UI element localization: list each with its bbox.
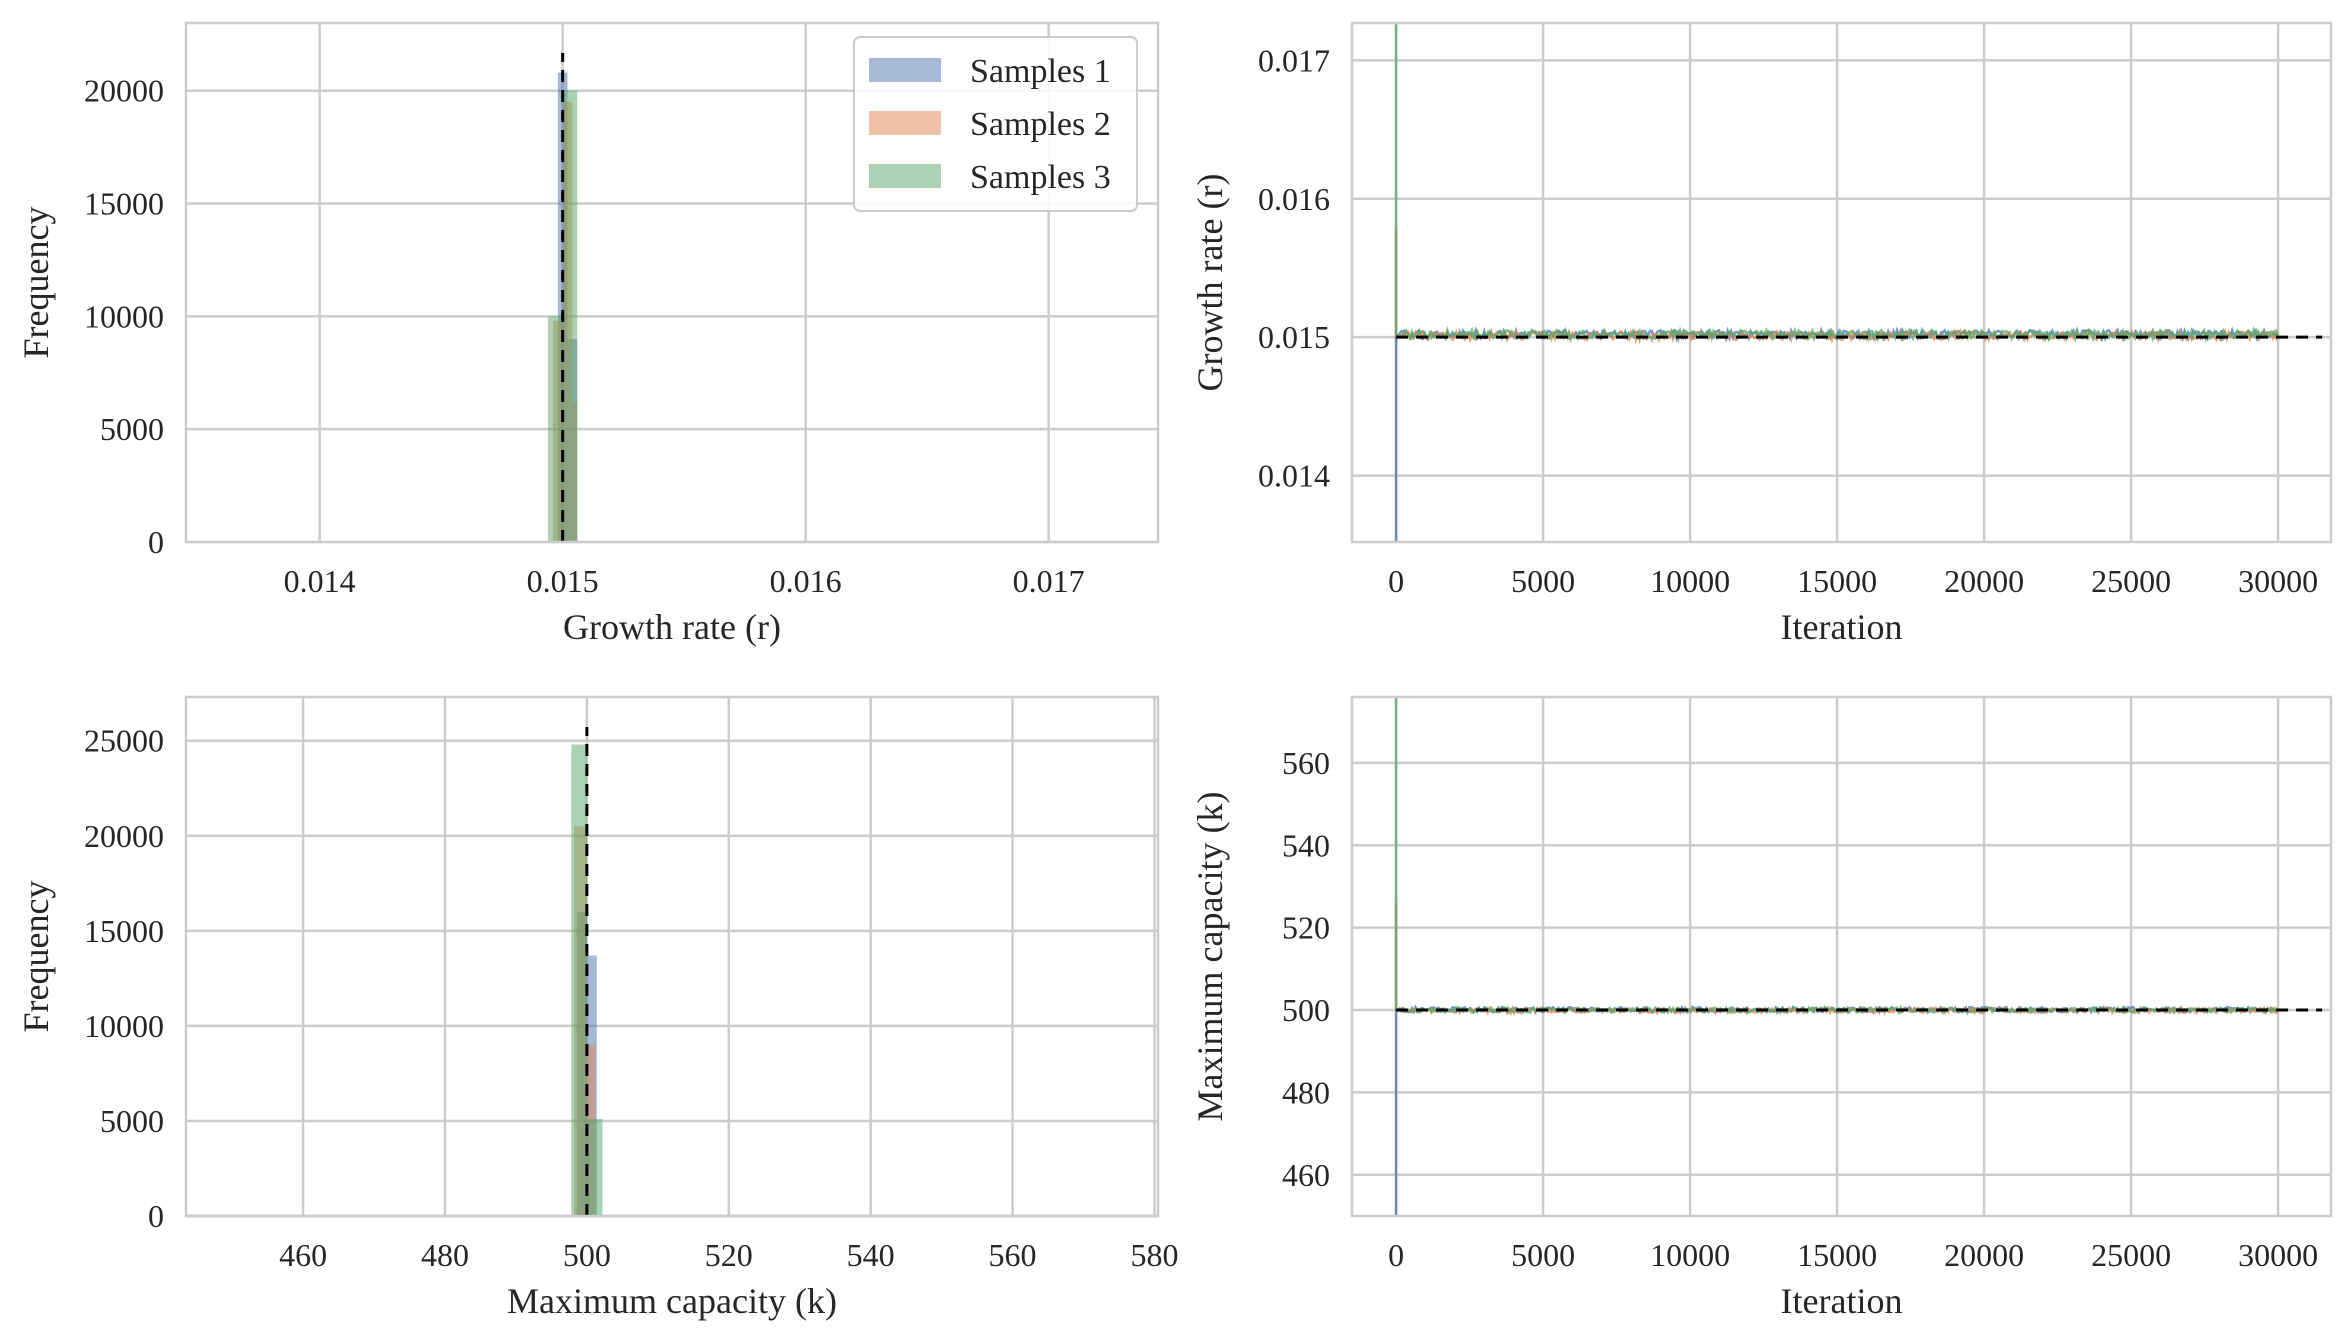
y-tick-label: 0.017 bbox=[1258, 42, 1330, 78]
y-tick-label: 500 bbox=[1282, 992, 1330, 1028]
axes-frame bbox=[184, 21, 1160, 544]
y-axis-label: Frequency bbox=[16, 881, 56, 1033]
x-tick-label: 5000 bbox=[1511, 563, 1575, 599]
y-tick-label: 460 bbox=[1282, 1157, 1330, 1193]
x-tick-label: 0 bbox=[1388, 563, 1404, 599]
panel-growth-rate-histogram: 0.014 0.015 0.016 0.017 0 5000 10000 15000 20000… bbox=[16, 21, 1160, 647]
x-tick-label: 540 bbox=[847, 1237, 895, 1273]
x-tick-label: 0.017 bbox=[1013, 563, 1085, 599]
y-tick-label: 0.015 bbox=[1258, 319, 1330, 355]
x-tick-label: 15000 bbox=[1797, 563, 1877, 599]
y-tick-label: 480 bbox=[1282, 1074, 1330, 1110]
y-tick-label: 15000 bbox=[84, 913, 164, 949]
y-tick-label: 5000 bbox=[100, 411, 164, 447]
hist-bar-samples-3 bbox=[548, 316, 563, 542]
x-tick-label: 25000 bbox=[2091, 1237, 2171, 1273]
hist-bar-samples-3 bbox=[571, 744, 587, 1216]
y-tick-label: 540 bbox=[1282, 827, 1330, 863]
legend-swatch-samples-1 bbox=[869, 58, 941, 82]
legend-swatch-samples-2 bbox=[869, 111, 941, 135]
y-tick-label: 0.016 bbox=[1258, 181, 1330, 217]
x-tick-label: 15000 bbox=[1797, 1237, 1877, 1273]
y-tick-label: 0 bbox=[148, 524, 164, 560]
legend-label-samples-1: Samples 1 bbox=[970, 53, 1111, 90]
x-tick-label: 20000 bbox=[1944, 563, 2024, 599]
axes-frame bbox=[1350, 695, 2333, 1218]
panel-capacity-histogram: 460 480 500 520 540 560 580 0 5000 10000 15000 2000… bbox=[16, 695, 1178, 1321]
axes-frame bbox=[184, 695, 1160, 1218]
x-axis-label: Maximum capacity (k) bbox=[507, 1281, 837, 1321]
x-tick-label: 10000 bbox=[1650, 1237, 1730, 1273]
x-tick-label: 30000 bbox=[2238, 563, 2318, 599]
x-tick-label: 580 bbox=[1130, 1237, 1178, 1273]
panel-growth-rate-trace: 0 5000 10000 15000 20000 25000 30000 0.014 0.015… bbox=[1190, 21, 2333, 647]
y-tick-label: 5000 bbox=[100, 1103, 164, 1139]
legend: Samples 1 Samples 2 Samples 3 bbox=[853, 36, 1138, 212]
axes-frame bbox=[1350, 21, 2333, 544]
hist-bar-samples-3 bbox=[562, 90, 578, 543]
y-axis-label: Growth rate (r) bbox=[1190, 174, 1230, 392]
y-axis-label: Frequency bbox=[16, 207, 56, 359]
x-tick-label: 25000 bbox=[2091, 563, 2171, 599]
x-tick-label: 10000 bbox=[1650, 563, 1730, 599]
x-tick-label: 30000 bbox=[2238, 1237, 2318, 1273]
panel-capacity-trace: 0 5000 10000 15000 20000 25000 30000 460 480 500 5… bbox=[1190, 695, 2333, 1321]
x-tick-label: 0.016 bbox=[770, 563, 842, 599]
y-tick-label: 10000 bbox=[84, 1008, 164, 1044]
y-axis-label: Maximum capacity (k) bbox=[1190, 792, 1230, 1122]
legend-swatch-samples-3 bbox=[869, 164, 941, 188]
x-tick-label: 20000 bbox=[1944, 1237, 2024, 1273]
x-tick-label: 480 bbox=[421, 1237, 469, 1273]
y-tick-label: 20000 bbox=[84, 818, 164, 854]
legend-label-samples-2: Samples 2 bbox=[970, 106, 1111, 143]
x-tick-label: 520 bbox=[705, 1237, 753, 1273]
x-tick-label: 500 bbox=[563, 1237, 611, 1273]
hist-bar-samples-3 bbox=[586, 1119, 603, 1216]
y-tick-label: 20000 bbox=[84, 73, 164, 109]
x-tick-label: 0.014 bbox=[284, 563, 356, 599]
y-tick-label: 25000 bbox=[84, 723, 164, 759]
x-axis-label: Growth rate (r) bbox=[563, 607, 781, 647]
y-tick-label: 0.014 bbox=[1258, 458, 1330, 494]
y-tick-label: 10000 bbox=[84, 298, 164, 334]
y-tick-label: 0 bbox=[148, 1198, 164, 1234]
x-axis-label: Iteration bbox=[1781, 1281, 1903, 1321]
y-tick-label: 15000 bbox=[84, 186, 164, 222]
x-tick-label: 560 bbox=[989, 1237, 1037, 1273]
x-tick-label: 460 bbox=[279, 1237, 327, 1273]
x-axis-label: Iteration bbox=[1781, 607, 1903, 647]
y-tick-label: 520 bbox=[1282, 910, 1330, 946]
x-tick-label: 0.015 bbox=[527, 563, 599, 599]
x-tick-label: 5000 bbox=[1511, 1237, 1575, 1273]
hist-bar-samples-1 bbox=[557, 72, 568, 542]
legend-label-samples-3: Samples 3 bbox=[970, 159, 1111, 196]
x-tick-label: 0 bbox=[1388, 1237, 1404, 1273]
y-tick-label: 560 bbox=[1282, 745, 1330, 781]
